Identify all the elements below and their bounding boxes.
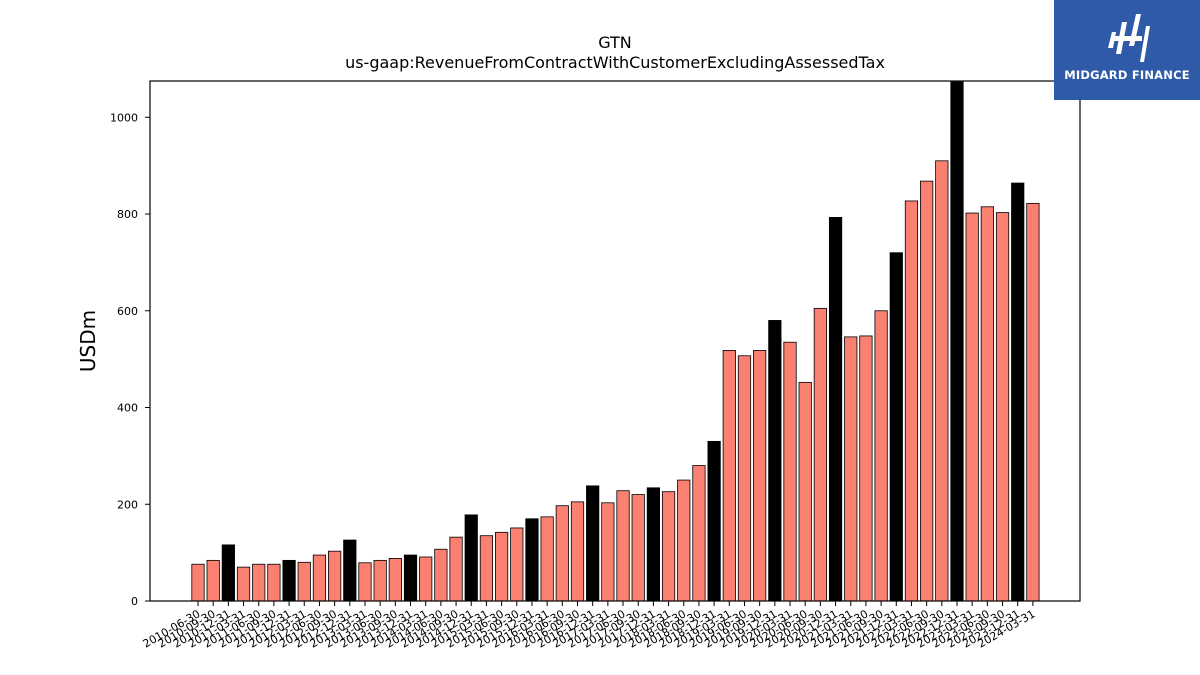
bar-2014-09-30: [449, 536, 463, 602]
bar-2022-03-31: [904, 200, 919, 602]
bar-2019-09-30: [753, 350, 767, 602]
bar-2013-12-31: [403, 554, 418, 602]
bar-2010-09-30: [206, 559, 220, 602]
bar-2020-12-31: [828, 217, 843, 602]
bar-2020-06-30: [798, 381, 812, 602]
bar-2020-09-30: [813, 307, 827, 602]
bar-2017-06-30: [616, 490, 630, 602]
bar-2017-09-30: [631, 494, 645, 602]
plot-frame: [149, 80, 1081, 602]
bar-2014-06-30: [434, 548, 448, 602]
bar-2016-06-30: [555, 505, 569, 602]
bar-2018-03-31: [661, 491, 676, 602]
bar-2015-03-31: [479, 535, 494, 602]
bar-2012-12-31: [343, 539, 357, 602]
bar-2015-09-30: [510, 527, 524, 602]
bar-2012-03-31: [297, 561, 311, 602]
bar-2010-06-30: [191, 563, 205, 602]
bar-2012-06-30: [312, 554, 327, 602]
y-tick-label: 0: [131, 595, 138, 608]
y-axis: 0 200 400 600 800 1000: [110, 111, 150, 608]
bar-2022-06-30: [920, 180, 934, 602]
bar-2018-06-30: [677, 479, 691, 602]
bar-2023-03-31: [965, 212, 979, 602]
logo-text: MIDGARD FINANCE: [1064, 68, 1190, 82]
x-axis: 2010-06-302010-09-302010-12-312011-03-31…: [141, 601, 1037, 651]
bar-2023-09-30: [995, 212, 1010, 602]
bar-2017-12-31: [646, 487, 661, 602]
bar-2016-03-31: [540, 516, 554, 602]
bar-2018-12-31: [707, 440, 721, 602]
bar-2011-12-31: [282, 559, 296, 602]
chart-title: GTN: [598, 33, 632, 52]
logo-mark-icon: [1108, 14, 1150, 62]
bar-2011-06-30: [252, 563, 266, 602]
bar-2020-03-31: [783, 341, 797, 602]
bar-2024-03-31: [1026, 202, 1040, 602]
bar-2014-03-31: [419, 556, 433, 602]
bar-2015-12-31: [525, 518, 539, 602]
bar-2023-12-31: [1011, 182, 1025, 602]
bar-2013-03-31: [358, 562, 372, 602]
brand-logo: MIDGARD FINANCE: [1054, 0, 1200, 100]
bar-2021-06-30: [859, 335, 873, 602]
bar-2011-09-30: [267, 563, 281, 602]
bar-2018-09-30: [692, 465, 706, 602]
bar-2012-09-30: [328, 550, 342, 602]
y-tick-label: 400: [117, 402, 138, 415]
bar-2013-06-30: [373, 559, 387, 602]
bar-2016-09-30: [570, 501, 585, 602]
bars-group: [191, 81, 1040, 602]
bar-2016-12-31: [586, 485, 600, 602]
bar-2013-09-30: [388, 558, 402, 602]
bar-2022-12-31: [950, 81, 964, 602]
y-tick-label: 1000: [110, 111, 138, 124]
y-axis-label: USDm: [76, 310, 100, 372]
bar-2019-12-31: [768, 320, 782, 602]
bar-2019-03-31: [722, 350, 736, 602]
bar-2021-03-31: [844, 336, 858, 602]
y-tick-label: 600: [117, 305, 138, 318]
y-tick-label: 200: [117, 498, 138, 511]
bar-2017-03-31: [601, 502, 615, 602]
bar-2015-06-30: [494, 531, 509, 602]
bar-2011-03-31: [236, 566, 251, 602]
chart-subtitle: us-gaap:RevenueFromContractWithCustomerE…: [345, 53, 885, 72]
bar-2023-06-30: [980, 206, 994, 602]
bar-2021-09-30: [874, 310, 888, 602]
bar-2021-12-31: [889, 252, 903, 602]
y-tick-label: 800: [117, 208, 138, 221]
bar-2022-09-30: [935, 160, 949, 602]
bar-2014-12-31: [464, 514, 478, 602]
bar-2010-12-31: [221, 544, 235, 602]
bar-2019-06-30: [737, 355, 752, 602]
